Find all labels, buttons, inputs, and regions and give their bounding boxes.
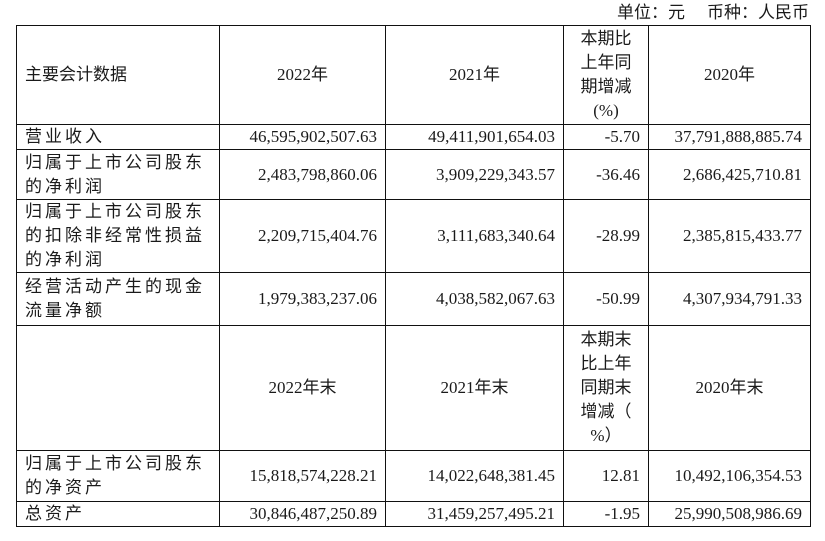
value-2022: 1,979,383,237.06 — [219, 272, 386, 326]
header-2022-end: 2022年末 — [219, 325, 386, 451]
header-2020-end: 2020年末 — [648, 325, 811, 451]
table-header-row-period-end: 2022年末 2021年末 本期末 比上年 同期末 增减（ %） 2020年末 — [16, 325, 811, 451]
row-label: 归属于上市公司股东 的扣除非经常性损益 的净利润 — [16, 199, 220, 273]
table-row: 总资产 30,846,487,250.89 31,459,257,495.21 … — [16, 501, 811, 527]
value-2020: 2,686,425,710.81 — [648, 149, 811, 200]
value-2020-end: 25,990,508,986.69 — [648, 501, 811, 527]
value-2020: 2,385,815,433.77 — [648, 199, 811, 273]
row-label: 归属于上市公司股东 的净利润 — [16, 149, 220, 200]
value-change: -36.46 — [563, 149, 649, 200]
value-2022-end: 15,818,574,228.21 — [219, 450, 386, 502]
row-label: 总资产 — [16, 501, 220, 527]
table-row: 经营活动产生的现金 流量净额 1,979,383,237.06 4,038,58… — [16, 272, 811, 326]
table-row: 归属于上市公司股东 的净资产 15,818,574,228.21 14,022,… — [16, 450, 811, 502]
header-2020: 2020年 — [648, 25, 811, 125]
value-2021: 49,411,901,654.03 — [385, 124, 564, 150]
value-2022-end: 30,846,487,250.89 — [219, 501, 386, 527]
unit-currency-line: 单位：元 币种：人民币 — [617, 2, 809, 24]
table-header-row-period: 主要会计数据 2022年 2021年 本期比 上年同 期增减 (%) 2020年 — [16, 25, 811, 125]
value-change: -50.99 — [563, 272, 649, 326]
value-change: 12.81 — [563, 450, 649, 502]
header-change-pct: 本期比 上年同 期增减 (%) — [563, 25, 649, 125]
table-row: 归属于上市公司股东 的净利润 2,483,798,860.06 3,909,22… — [16, 149, 811, 200]
value-2021-end: 31,459,257,495.21 — [385, 501, 564, 527]
table-row: 营业收入 46,595,902,507.63 49,411,901,654.03… — [16, 124, 811, 150]
value-change: -28.99 — [563, 199, 649, 273]
unit-label: 单位：元 — [617, 3, 685, 22]
header-2021-end: 2021年末 — [385, 325, 564, 451]
value-2020: 4,307,934,791.33 — [648, 272, 811, 326]
row-label: 归属于上市公司股东 的净资产 — [16, 450, 220, 502]
value-2021: 4,038,582,067.63 — [385, 272, 564, 326]
row-label: 经营活动产生的现金 流量净额 — [16, 272, 220, 326]
value-2021: 3,111,683,340.64 — [385, 199, 564, 273]
value-change: -5.70 — [563, 124, 649, 150]
header-2022: 2022年 — [219, 25, 386, 125]
header-label-cell-empty — [16, 325, 220, 451]
key-accounting-data-table: 主要会计数据 2022年 2021年 本期比 上年同 期增减 (%) 2020年… — [16, 25, 811, 527]
header-label-cell: 主要会计数据 — [16, 25, 220, 125]
table-row: 归属于上市公司股东 的扣除非经常性损益 的净利润 2,209,715,404.7… — [16, 199, 811, 273]
value-2020: 37,791,888,885.74 — [648, 124, 811, 150]
value-2021-end: 14,022,648,381.45 — [385, 450, 564, 502]
value-2022: 2,209,715,404.76 — [219, 199, 386, 273]
value-change: -1.95 — [563, 501, 649, 527]
header-2021: 2021年 — [385, 25, 564, 125]
value-2020-end: 10,492,106,354.53 — [648, 450, 811, 502]
value-2021: 3,909,229,343.57 — [385, 149, 564, 200]
value-2022: 46,595,902,507.63 — [219, 124, 386, 150]
row-label: 营业收入 — [16, 124, 220, 150]
header-change-pct-end: 本期末 比上年 同期末 增减（ %） — [563, 325, 649, 451]
currency-label: 币种：人民币 — [707, 3, 809, 22]
value-2022: 2,483,798,860.06 — [219, 149, 386, 200]
